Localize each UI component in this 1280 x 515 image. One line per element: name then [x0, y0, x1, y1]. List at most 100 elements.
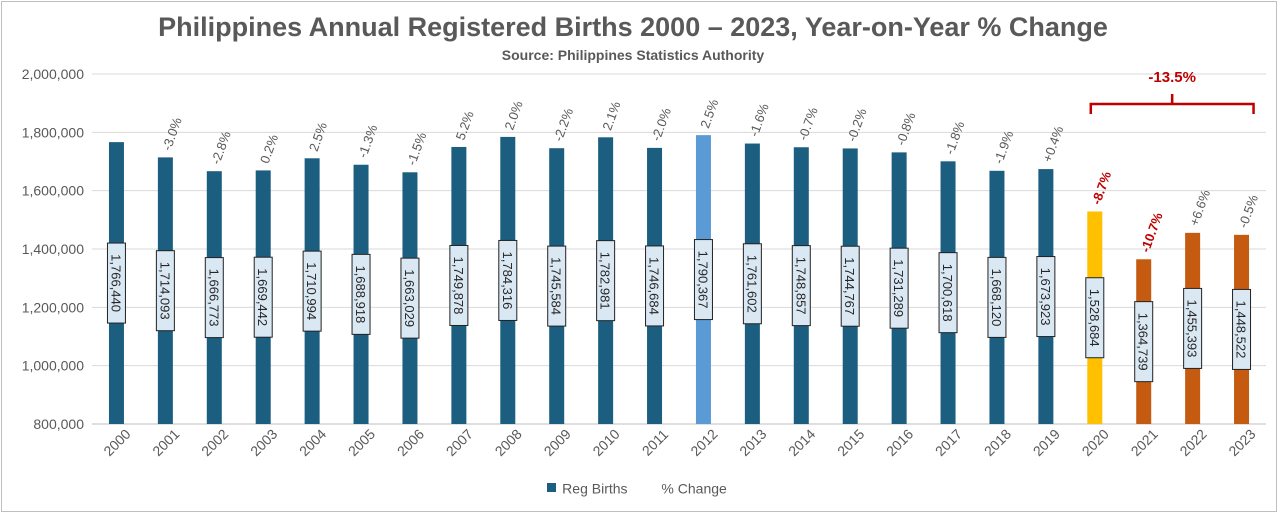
pct-change-label: 2.5% — [697, 97, 721, 130]
pct-change-label: -2.0% — [648, 105, 674, 142]
x-tick-label: 2002 — [198, 426, 231, 459]
legend-label-pct-change: % Change — [661, 479, 727, 496]
bar-data-label: 1,744,767 — [840, 245, 860, 327]
bar-data-label-text: 1,790,367 — [695, 251, 710, 309]
bar-data-label-box — [1183, 287, 1203, 369]
x-tick-label: 2010 — [589, 426, 622, 459]
pct-change-label: -8.7% — [1089, 169, 1115, 206]
bar-data-label: 1,710,994 — [302, 250, 322, 332]
y-tick-label: 1,000,000 — [22, 358, 84, 374]
bar-data-label-text: 1,673,923 — [1038, 268, 1053, 326]
bar-data-label-text: 1,528,684 — [1087, 289, 1102, 347]
x-tick-label: 2018 — [981, 426, 1014, 459]
bar-data-label-box — [155, 250, 175, 332]
pct-change-label: -1.9% — [991, 128, 1017, 165]
bar-data-label: 1,790,367 — [693, 239, 713, 321]
y-tick-label: 1,200,000 — [22, 299, 84, 315]
bar-data-label-text: 1,663,029 — [402, 269, 417, 327]
x-tick-label: 2015 — [834, 426, 867, 459]
x-tick-label: 2005 — [345, 426, 378, 459]
x-tick-label: 2003 — [247, 426, 280, 459]
pct-change-label: -1.6% — [746, 101, 772, 138]
pct-change-label: -2.2% — [550, 106, 576, 143]
x-tick-label: 2022 — [1176, 426, 1209, 459]
pct-change-label: -0.5% — [1235, 192, 1261, 229]
chart-subtitle: Source: Philippines Statistics Authority — [501, 47, 765, 63]
pct-change-label: -1.8% — [942, 119, 968, 156]
bar-data-label: 1,748,857 — [791, 245, 811, 327]
pct-change-label: 2.5% — [306, 120, 330, 153]
bar-data-label: 1,528,684 — [1085, 277, 1105, 359]
bar-data-label-text: 1,448,522 — [1234, 301, 1249, 359]
bar-data-label-text: 1,746,684 — [647, 257, 662, 315]
bar-data-label-text: 1,782,981 — [598, 252, 613, 310]
bar-data-label-box — [204, 257, 224, 339]
bar-data-label-box — [1134, 301, 1154, 383]
bar-data-label-text: 1,748,857 — [793, 257, 808, 315]
pct-change-label: 2.0% — [502, 99, 526, 132]
x-tick-label: 2004 — [296, 426, 329, 459]
bar-data-label-box — [1036, 256, 1056, 338]
bar-data-label: 1,746,684 — [645, 245, 665, 327]
bar-data-label: 1,784,316 — [498, 239, 518, 321]
x-tick-label: 2006 — [394, 426, 427, 459]
pct-change-label: 5.2% — [453, 109, 477, 142]
x-tick-label: 2023 — [1225, 426, 1258, 459]
y-tick-label: 1,800,000 — [22, 124, 84, 140]
bar-data-label: 1,761,602 — [742, 243, 762, 325]
legend-item-pct-change: % Change — [661, 479, 726, 496]
x-tick-label: 2020 — [1079, 426, 1112, 459]
pct-change-label: 2.1% — [599, 99, 623, 132]
x-tick-label: 2019 — [1030, 426, 1063, 459]
x-tick-label: 2012 — [687, 426, 720, 459]
pct-change-label: -1.5% — [404, 130, 430, 167]
bar-data-label-text: 1,364,739 — [1136, 313, 1151, 371]
bar-data-label-box — [693, 239, 713, 321]
bar-data-label-text: 1,744,767 — [842, 257, 857, 315]
bar-data-label: 1,448,522 — [1232, 288, 1252, 370]
bar-data-label-text: 1,745,584 — [549, 257, 564, 315]
pct-change-label: -2.8% — [208, 129, 234, 166]
bar-data-label-text: 1,669,442 — [255, 268, 270, 326]
legend-swatch-reg-births — [547, 483, 557, 493]
bar-data-label: 1,455,393 — [1183, 287, 1203, 369]
bar-data-label: 1,700,618 — [938, 252, 958, 334]
bar-data-label-box — [791, 245, 811, 327]
bar-data-label-box — [106, 242, 126, 324]
bar-data-label-box — [596, 240, 616, 322]
bar-data-label-box — [1232, 288, 1252, 370]
x-tick-label: 2001 — [149, 426, 182, 459]
bar-data-label-box — [889, 247, 909, 329]
bar-data-label: 1,668,120 — [987, 256, 1007, 338]
bar-data-label-box — [1085, 277, 1105, 359]
x-tick-label: 2007 — [443, 426, 476, 459]
bar-data-label: 1,714,093 — [155, 250, 175, 332]
x-tick-label: 2017 — [932, 426, 965, 459]
bar-data-label: 1,766,440 — [106, 242, 126, 324]
bar-data-label: 1,688,918 — [351, 253, 371, 335]
y-tick-label: 2,000,000 — [22, 66, 84, 82]
bar-data-label: 1,749,878 — [449, 244, 469, 326]
bar-data-label: 1,782,981 — [596, 240, 616, 322]
x-tick-label: 2000 — [100, 426, 133, 459]
bar-data-label: 1,364,739 — [1134, 301, 1154, 383]
bar-data-label-box — [498, 239, 518, 321]
x-tick-label: 2013 — [736, 426, 769, 459]
bar-data-label-text: 1,666,773 — [206, 269, 221, 327]
x-tick-label: 2016 — [883, 426, 916, 459]
legend-item-reg-births: Reg Births — [547, 479, 628, 496]
bar-data-label: 1,669,442 — [253, 256, 273, 338]
pct-change-label: -1.3% — [355, 122, 381, 159]
pct-change-label: +6.6% — [1186, 187, 1213, 228]
y-tick-label: 1,400,000 — [22, 241, 84, 257]
bar-data-label-text: 1,700,618 — [940, 264, 955, 322]
bar-data-label: 1,666,773 — [204, 257, 224, 339]
x-tick-label: 2014 — [785, 426, 818, 459]
pct-change-label: 0.2% — [257, 132, 281, 165]
pct-change-label: +0.4% — [1040, 124, 1067, 165]
bar-data-label-box — [645, 245, 665, 327]
bar-data-label-box — [302, 250, 322, 332]
y-tick-label: 1,600,000 — [22, 183, 84, 199]
bar-data-label: 1,731,289 — [889, 247, 909, 329]
